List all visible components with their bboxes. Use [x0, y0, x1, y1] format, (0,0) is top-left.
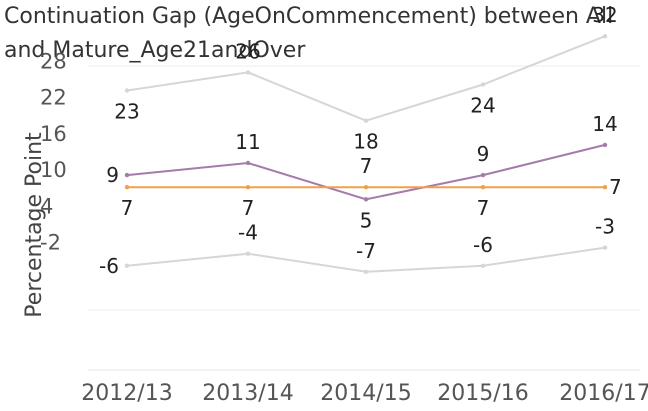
- data-point: [124, 172, 130, 178]
- data-label: 7: [360, 154, 373, 178]
- y-tick-label: 16: [40, 122, 67, 146]
- x-tick-label: 2013/14: [202, 381, 293, 406]
- data-label: -3: [595, 215, 615, 239]
- y-tick-label: 22: [40, 86, 67, 110]
- data-point: [245, 185, 251, 190]
- y-tick-label: 10: [40, 158, 67, 182]
- data-point: [480, 82, 486, 87]
- data-label: 7: [477, 196, 490, 220]
- data-point: [480, 263, 486, 268]
- x-tick-label: 2012/13: [81, 381, 172, 406]
- data-point: [124, 88, 130, 93]
- y-tick-label: -2: [40, 231, 61, 255]
- data-label: 7: [121, 196, 134, 220]
- data-label: -7: [356, 239, 376, 263]
- data-point: [602, 34, 608, 39]
- data-point: [245, 251, 251, 256]
- data-point: [363, 197, 369, 202]
- data-point: [363, 185, 369, 190]
- data-label: 23: [114, 100, 139, 124]
- data-label: 11: [235, 130, 260, 154]
- data-label: 7: [242, 196, 255, 220]
- data-label: -6: [473, 233, 493, 257]
- data-label: 24: [470, 94, 495, 118]
- data-point: [602, 142, 608, 148]
- chart-title: Continuation Gap (AgeOnCommencement) bet…: [4, 4, 614, 63]
- data-point: [363, 269, 369, 274]
- y-tick-label: 28: [40, 49, 67, 73]
- data-label: 18: [353, 130, 378, 154]
- data-label: -6: [99, 254, 119, 278]
- data-point: [245, 70, 251, 75]
- data-label: 26: [235, 39, 260, 63]
- data-label: -4: [238, 221, 258, 245]
- x-tick-label: 2015/16: [437, 381, 528, 406]
- data-point: [602, 185, 608, 190]
- series-line: [126, 35, 606, 122]
- data-label: 9: [477, 142, 490, 166]
- data-point: [124, 185, 130, 190]
- data-label: 32: [592, 3, 617, 27]
- data-label: 9: [106, 163, 119, 187]
- data-point: [245, 160, 251, 166]
- data-point: [363, 118, 369, 123]
- data-point: [480, 172, 486, 178]
- data-label: 5: [360, 208, 373, 232]
- y-tick-label: 4: [40, 194, 53, 218]
- x-tick-label: 2014/15: [320, 381, 411, 406]
- data-point: [480, 185, 486, 190]
- data-label: 7: [609, 175, 622, 199]
- data-label: 14: [592, 112, 617, 136]
- data-point: [602, 245, 608, 250]
- data-point: [124, 263, 130, 268]
- x-tick-label: 2016/17: [559, 381, 648, 406]
